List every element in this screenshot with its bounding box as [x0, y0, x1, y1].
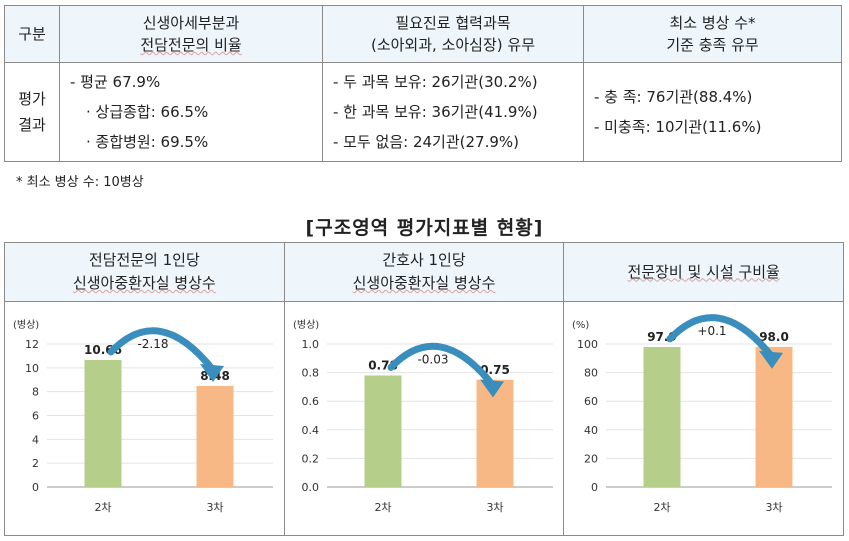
row-label-line2: 결과 — [18, 116, 46, 134]
chart-panel-equipment: 전문장비 및 시설 구비율 (%) 0 20 40 60 80 100 97.9 2차 98.0 3… — [564, 243, 844, 535]
evaluation-table: 구분 신생아세부분과 전담전문의 비율 필요진료 협력과목 (소아외과, 소아심… — [4, 5, 842, 162]
y-tick-label: 1.0 — [301, 338, 319, 351]
header-cooperative-dept-line2: (소아외과, 소아심장) 유무 — [370, 36, 535, 54]
tertiary-ratio-text: · 상급종합: 66.5% — [86, 103, 209, 121]
y-tick-label: 0.6 — [301, 395, 319, 408]
panel-title: 전담전문의 1인당 신생아중환자실 병상수 — [5, 243, 284, 302]
panel-title-wrap: 전담전문의 1인당 신생아중환자실 병상수 — [73, 249, 216, 295]
header-specialist-ratio-line2: 전담전문의 비율 — [140, 36, 242, 54]
result-min-beds: - 충 족: 76기관(88.4%) - 미충족: 10기관(11.6%) — [583, 62, 842, 162]
avg-ratio-text: - 평균 67.9% — [70, 73, 161, 91]
change-arrow — [387, 342, 497, 389]
panel-title-line1: 전문장비 및 시설 구비율 — [627, 262, 780, 281]
y-tick-label: 8 — [32, 386, 39, 399]
y-tick-label: 0.0 — [301, 481, 319, 494]
x-tick-label: 3차 — [206, 501, 223, 514]
change-label: -0.03 — [417, 352, 448, 366]
y-tick-label: 0.4 — [301, 424, 319, 437]
x-tick-label: 2차 — [94, 501, 111, 514]
met-text: - 충 족: 76기관(88.4%) — [594, 88, 753, 106]
x-tick-label: 2차 — [374, 501, 391, 514]
change-arrow — [666, 314, 776, 361]
row-label-line1: 평가 — [18, 90, 46, 108]
y-tick-label: 60 — [584, 395, 598, 408]
bar — [364, 375, 402, 487]
y-tick-label: 6 — [32, 410, 39, 423]
panel-title-line2: 신생아중환자실 병상수 — [72, 274, 216, 292]
change-arrow-head — [759, 350, 784, 369]
result-specialist-ratio: - 평균 67.9% · 상급종합: 66.5% · 종합병원: 69.5% — [59, 62, 323, 162]
y-tick-label: 0.8 — [301, 367, 319, 380]
panel-title: 전문장비 및 시설 구비율 — [564, 243, 844, 302]
y-tick-label: 20 — [584, 452, 598, 465]
bar — [476, 379, 514, 487]
y-axis-unit-label: (병상) — [13, 319, 39, 331]
x-tick-label: 2차 — [654, 501, 671, 514]
header-category: 구분 — [4, 5, 60, 63]
bar-value-label: 0.75 — [480, 363, 510, 377]
bar — [84, 359, 122, 487]
y-tick-label: 100 — [577, 338, 598, 351]
y-tick-label: 0 — [32, 481, 39, 494]
table-result-row: 평가 결과 - 평균 67.9% · 상급종합: 66.5% · 종합병원: 6… — [4, 62, 842, 162]
y-tick-label: 0 — [591, 481, 598, 494]
panel-title-line2: 신생아중환자실 병상수 — [352, 274, 496, 292]
two-depts-text: - 두 과목 보유: 26기관(30.2%) — [333, 73, 538, 91]
change-arrow — [107, 327, 217, 374]
table-header-row: 구분 신생아세부분과 전담전문의 비율 필요진료 협력과목 (소아외과, 소아심… — [4, 5, 842, 63]
bar — [196, 385, 234, 487]
no-dept-text: - 모두 없음: 24기관(27.9%) — [333, 133, 520, 151]
y-axis-unit-label: (%) — [572, 320, 589, 331]
chart-panel-specialist-beds: 전담전문의 1인당 신생아중환자실 병상수 (병상) 0 2 4 6 8 10 12 10.66… — [5, 243, 285, 535]
y-axis-unit-label: (병상) — [293, 319, 319, 331]
panel-title-line1: 간호사 1인당 — [382, 251, 466, 269]
y-tick-label: 12 — [25, 338, 39, 351]
header-specialist-ratio-line1: 신생아세부분과 — [142, 14, 240, 32]
change-label: +0.1 — [698, 324, 727, 338]
panel-title-wrap: 간호사 1인당 신생아중환자실 병상수 — [353, 249, 496, 295]
footnote: * 최소 병상 수: 10병상 — [16, 175, 144, 190]
change-arrow-head — [200, 363, 224, 382]
result-cooperative-dept: - 두 과목 보유: 26기관(30.2%) - 한 과목 보유: 36기관(4… — [322, 62, 584, 162]
y-tick-label: 2 — [32, 457, 39, 470]
header-cooperative-dept-line1: 필요진료 협력과목 — [395, 14, 511, 32]
header-min-beds-line1: 최소 병상 수* — [669, 14, 756, 32]
chart-panel-nurse-beds: 간호사 1인당 신생아중환자실 병상수 (병상) 0.0 0.2 0.4 0.6 0.8 1… — [284, 243, 565, 535]
header-min-beds: 최소 병상 수* 기준 충족 유무 — [583, 5, 842, 63]
x-tick-label: 3차 — [766, 501, 783, 514]
one-dept-text: - 한 과목 보유: 36기관(41.9%) — [333, 103, 538, 121]
y-tick-label: 10 — [25, 362, 39, 375]
panel-title: 간호사 1인당 신생아중환자실 병상수 — [284, 243, 564, 302]
bar-value-label: 98.0 — [760, 330, 790, 344]
bar — [643, 347, 681, 487]
y-tick-label: 0.2 — [301, 452, 319, 465]
header-specialist-ratio: 신생아세부분과 전담전문의 비율 — [59, 5, 323, 63]
general-ratio-text: · 종합병원: 69.5% — [86, 133, 209, 151]
charts-container: 전담전문의 1인당 신생아중환자실 병상수 (병상) 0 2 4 6 8 10 12 10.66… — [4, 242, 844, 536]
bar — [755, 346, 793, 487]
y-tick-label: 4 — [32, 433, 39, 446]
section-title: [구조영역 평가지표별 현황] — [305, 217, 544, 239]
header-cooperative-dept: 필요진료 협력과목 (소아외과, 소아심장) 유무 — [322, 5, 584, 63]
y-tick-label: 80 — [584, 367, 598, 380]
y-tick-label: 40 — [584, 424, 598, 437]
header-min-beds-line2: 기준 충족 유무 — [666, 36, 759, 54]
row-label-result: 평가 결과 — [4, 62, 60, 162]
panel-title-line1: 전담전문의 1인당 — [88, 251, 200, 269]
not-met-text: - 미충족: 10기관(11.6%) — [594, 118, 762, 136]
x-tick-label: 3차 — [486, 501, 503, 514]
change-label: -2.18 — [137, 337, 168, 351]
change-arrow-head — [479, 379, 504, 398]
